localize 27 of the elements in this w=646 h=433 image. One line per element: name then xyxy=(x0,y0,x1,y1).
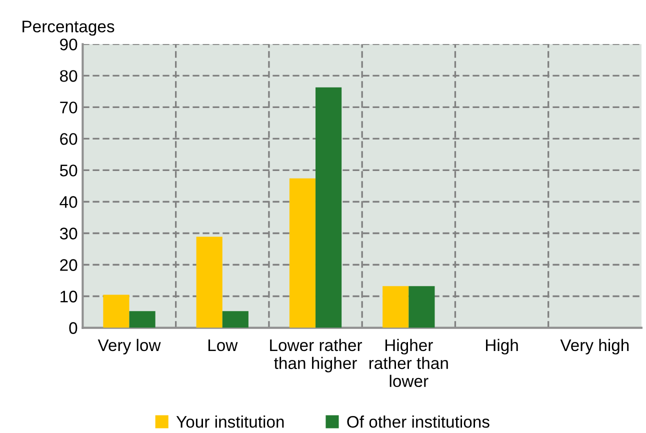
y-axis-title: Percentages xyxy=(22,20,114,36)
bar xyxy=(222,311,248,328)
y-tick-label: 70 xyxy=(60,102,78,114)
legend-label: Of other institutions xyxy=(347,416,490,428)
y-tick-label: 50 xyxy=(60,164,78,176)
y-tick-label: 80 xyxy=(60,70,78,82)
x-tick-label: Lower rather than higher xyxy=(270,338,362,372)
x-tick-label: Very low xyxy=(98,338,161,354)
x-tick-label: Higher rather than lower xyxy=(369,338,448,388)
legend-label: Your institution xyxy=(176,416,284,428)
bar xyxy=(129,311,156,328)
y-tick-label: 0 xyxy=(69,322,78,334)
bar xyxy=(196,236,222,328)
bar xyxy=(408,286,435,328)
x-tick-label: Very high xyxy=(560,338,629,354)
x-tick-label: High xyxy=(486,338,518,354)
y-tick-label: 90 xyxy=(60,38,78,50)
bar xyxy=(316,87,342,328)
x-tick-label: Low xyxy=(208,340,238,352)
y-tick-label: 20 xyxy=(60,259,78,271)
y-tick-label: 40 xyxy=(60,196,78,208)
y-tick-label: 60 xyxy=(60,133,78,145)
bar xyxy=(103,294,130,328)
bar xyxy=(289,178,316,328)
y-tick-label: 10 xyxy=(60,290,78,302)
y-tick-label: 30 xyxy=(60,228,78,240)
bar xyxy=(382,286,409,328)
